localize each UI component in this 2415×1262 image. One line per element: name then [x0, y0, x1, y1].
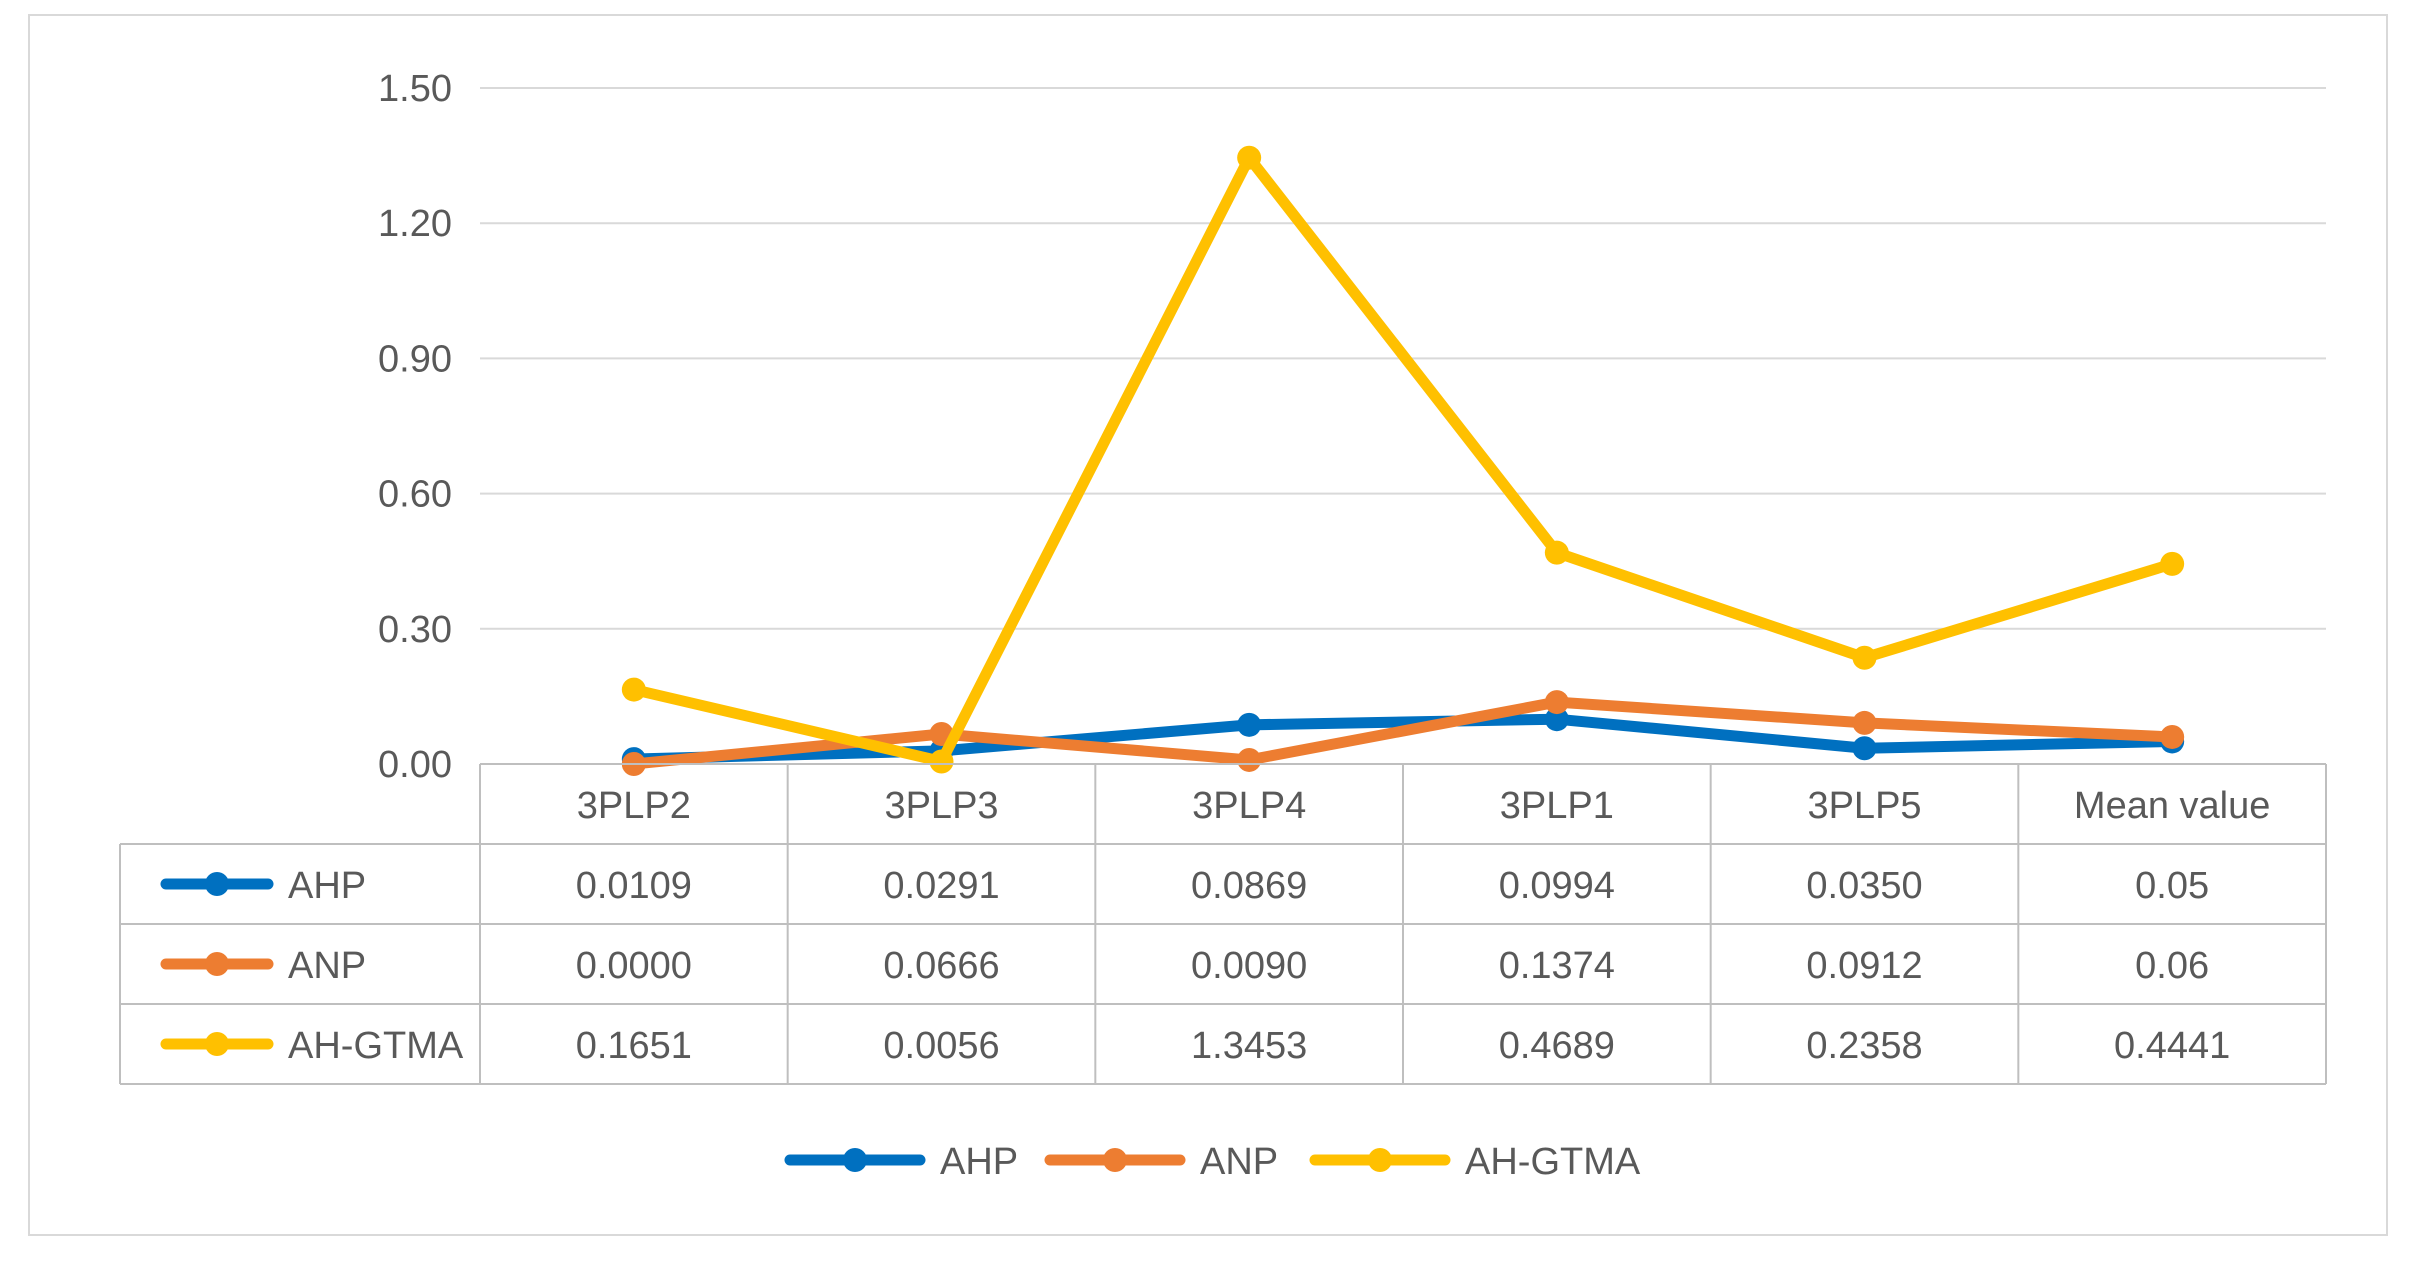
- category-label: 3PLP4: [1192, 785, 1306, 827]
- value-cell: 0.1651: [576, 1025, 692, 1067]
- data-point: [1852, 710, 1877, 735]
- gridlines: [480, 87, 2326, 765]
- data-point: [1852, 645, 1877, 670]
- category-label: 3PLP3: [884, 785, 998, 827]
- y-tick-label: 0.90: [378, 338, 452, 380]
- data-point: [1237, 712, 1262, 737]
- data-point: [1544, 690, 1569, 715]
- data-point: [621, 677, 646, 702]
- value-cell: 1.3453: [1191, 1025, 1307, 1067]
- y-tick-label: 0.30: [378, 609, 452, 651]
- value-cell: 0.0109: [576, 865, 692, 907]
- data-point: [1852, 736, 1877, 761]
- value-cell: 0.06: [2135, 945, 2209, 987]
- y-axis-labels: 0.00 0.30 0.60 0.90 1.20 1.50: [378, 68, 452, 786]
- legend: AHP ANP AH-GTMA: [784, 1141, 1641, 1183]
- legend-marker: [1368, 1148, 1392, 1172]
- value-cell: 0.05: [2135, 865, 2209, 907]
- line-chart: 0.00 0.30 0.60 0.90 1.20 1.50 3PLP2 3PLP3 3PLP4…: [119, 68, 2327, 1183]
- value-cell: 0.0056: [883, 1025, 999, 1067]
- value-cell: 0.0994: [1499, 865, 1615, 907]
- y-tick-label: 1.50: [378, 68, 452, 110]
- y-tick-label: 0.00: [378, 744, 452, 786]
- value-cell: 0.2358: [1806, 1025, 1922, 1067]
- data-point: [1544, 540, 1569, 565]
- series-name: AHP: [288, 865, 366, 907]
- data-point: [1237, 145, 1262, 170]
- value-cell: 0.4689: [1499, 1025, 1615, 1067]
- legend-label: ANP: [1200, 1141, 1278, 1183]
- value-cell: 0.0000: [576, 945, 692, 987]
- chart-frame: 0.00 0.30 0.60 0.90 1.20 1.50 3PLP2 3PLP3 3PLP4…: [28, 14, 2388, 1236]
- data-point: [1544, 707, 1569, 732]
- series-line-ah-gtma: [628, 152, 2178, 767]
- table-legend-marker: [205, 952, 229, 976]
- legend-marker: [843, 1148, 867, 1172]
- series-name: AH-GTMA: [288, 1025, 464, 1067]
- value-cell: 0.0350: [1806, 865, 1922, 907]
- data-table: 3PLP2 3PLP3 3PLP4 3PLP1 3PLP5 Mean value AHP 0.…: [119, 763, 2327, 1085]
- table-legend-marker: [205, 872, 229, 896]
- category-label: 3PLP2: [577, 785, 691, 827]
- y-tick-label: 1.20: [378, 203, 452, 245]
- series-name: ANP: [288, 945, 366, 987]
- data-point: [2160, 724, 2185, 749]
- data-point: [929, 749, 954, 774]
- value-cell: 0.4441: [2114, 1025, 2230, 1067]
- legend-marker: [1103, 1148, 1127, 1172]
- table-legend-marker: [205, 1032, 229, 1056]
- category-label: 3PLP5: [1807, 785, 1921, 827]
- value-cell: 0.0291: [883, 865, 999, 907]
- series-line-anp: [628, 696, 2178, 770]
- category-label: Mean value: [2074, 785, 2270, 827]
- value-cell: 0.1374: [1499, 945, 1615, 987]
- value-cell: 0.0090: [1191, 945, 1307, 987]
- value-cell: 0.0912: [1806, 945, 1922, 987]
- category-label: 3PLP1: [1500, 785, 1614, 827]
- legend-label: AHP: [940, 1141, 1018, 1183]
- value-cell: 0.0666: [883, 945, 999, 987]
- y-tick-label: 0.60: [378, 474, 452, 516]
- value-cell: 0.0869: [1191, 865, 1307, 907]
- legend-label: AH-GTMA: [1465, 1141, 1641, 1183]
- data-point: [2160, 551, 2185, 576]
- data-point: [1237, 747, 1262, 772]
- series-lines: [621, 145, 2185, 776]
